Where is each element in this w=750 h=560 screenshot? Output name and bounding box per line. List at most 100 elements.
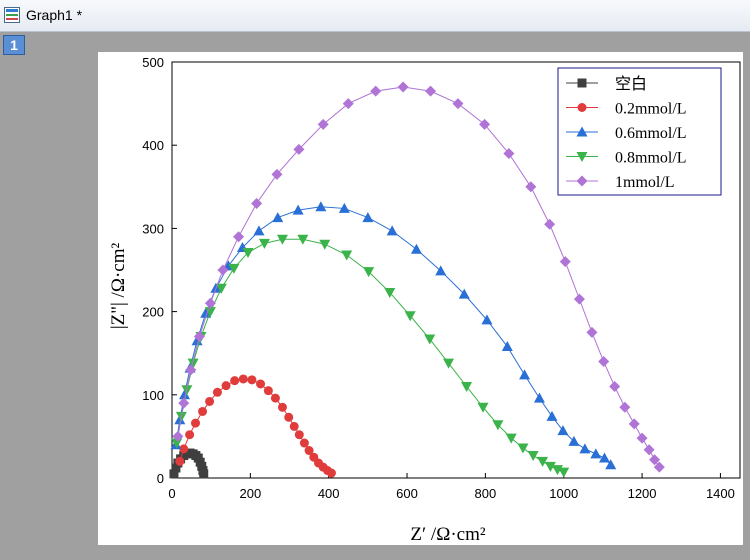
graph-page: Z′ /Ω·cm² |Z"| /Ω·cm² 0 200 400 600 800 1000 1… (98, 52, 743, 545)
data-point (628, 418, 640, 430)
legend-label: 0.6mmol/L (615, 125, 687, 142)
data-point (559, 256, 571, 268)
data-point (292, 204, 304, 215)
window-titlebar: Graph1 * (0, 0, 750, 32)
graph-window-icon[interactable] (4, 7, 20, 23)
data-point (230, 376, 240, 386)
y-tick-label: 0 (157, 471, 164, 486)
data-point (191, 335, 203, 346)
x-tick-label: 0 (168, 486, 175, 501)
legend-item[interactable]: 空白 (566, 75, 647, 93)
legend-marker (577, 103, 587, 112)
legend-label: 0.2mmol/L (615, 101, 687, 118)
data-point (319, 239, 331, 250)
legend-marker (577, 78, 587, 88)
data-point (191, 418, 201, 428)
data-point (479, 118, 491, 130)
data-point (193, 331, 205, 343)
data-point (341, 250, 353, 261)
legend-label: 空白 (615, 75, 647, 93)
data-point (386, 225, 398, 236)
data-point (605, 459, 617, 470)
data-point (284, 412, 294, 422)
x-tick-label: 400 (318, 486, 340, 501)
x-tick-label: 1200 (628, 486, 657, 501)
y-tick-label: 400 (142, 138, 164, 153)
legend-label: 0.8mmol/L (615, 150, 687, 167)
data-point (200, 307, 212, 318)
data-point (492, 420, 504, 431)
data-point (256, 379, 266, 389)
data-point (293, 143, 305, 155)
y-tick-label: 200 (142, 305, 164, 320)
series-3 (171, 234, 570, 478)
data-point (172, 430, 184, 442)
data-point (461, 381, 473, 392)
data-point (404, 311, 416, 322)
series-4 (172, 81, 665, 473)
data-point (228, 263, 240, 274)
data-point (424, 334, 436, 345)
data-point (619, 401, 631, 413)
series-2 (170, 201, 617, 470)
data-point (527, 451, 539, 462)
data-point (272, 212, 284, 223)
legend-item[interactable]: 0.6mmol/L (566, 125, 687, 142)
data-point (370, 85, 382, 97)
data-point (410, 243, 422, 254)
data-point (169, 469, 179, 479)
window-title: Graph1 * (26, 7, 83, 23)
legend-item[interactable]: 1mmol/L (566, 174, 675, 191)
series-0 (169, 448, 209, 479)
data-point (317, 118, 329, 130)
data-point (338, 202, 350, 213)
data-point (171, 438, 183, 449)
data-point (544, 218, 556, 230)
data-point (501, 341, 513, 352)
data-point (199, 469, 209, 479)
data-point (598, 452, 610, 463)
x-tick-label: 1400 (706, 486, 735, 501)
x-tick-label: 800 (475, 486, 497, 501)
data-point (443, 358, 455, 369)
data-point (586, 326, 598, 338)
legend-item[interactable]: 0.2mmol/L (566, 101, 687, 118)
data-point (525, 181, 537, 193)
data-point (185, 364, 197, 376)
data-point (171, 463, 181, 473)
data-point (503, 148, 515, 160)
data-point (590, 448, 602, 459)
data-point (636, 432, 648, 444)
data-point (263, 386, 273, 396)
data-point (477, 402, 489, 413)
data-point (649, 454, 661, 466)
data-point (187, 358, 199, 369)
data-point (653, 461, 665, 473)
data-point (458, 288, 470, 299)
data-point (179, 389, 191, 400)
legend[interactable]: 空白 0.2mmol/L 0.6mmol/L 0.8mmol/L 1mmol/L (557, 67, 722, 196)
data-point (178, 397, 190, 409)
data-point (435, 265, 447, 276)
data-point (175, 456, 185, 466)
data-point (253, 225, 265, 236)
data-point (579, 443, 591, 454)
data-point (233, 231, 245, 243)
data-point (212, 387, 222, 397)
legend-marker (576, 175, 588, 187)
legend-item[interactable]: 0.8mmol/L (566, 150, 687, 167)
legend-marker (576, 152, 588, 162)
data-point (481, 314, 493, 325)
data-point (258, 238, 270, 249)
x-axis-title: Z′ /Ω·cm² (410, 524, 485, 545)
data-point (362, 212, 374, 223)
legend-marker (576, 126, 588, 137)
x-tick-label: 200 (239, 486, 261, 501)
data-point (397, 81, 409, 93)
data-point (277, 402, 287, 412)
chart-svg[interactable]: Z′ /Ω·cm² |Z"| /Ω·cm² 0 200 400 600 800 1000 1… (98, 52, 743, 545)
data-point (204, 297, 216, 309)
layer-tab[interactable]: 1 (3, 35, 25, 55)
data-point (609, 380, 621, 392)
data-point (174, 414, 186, 425)
